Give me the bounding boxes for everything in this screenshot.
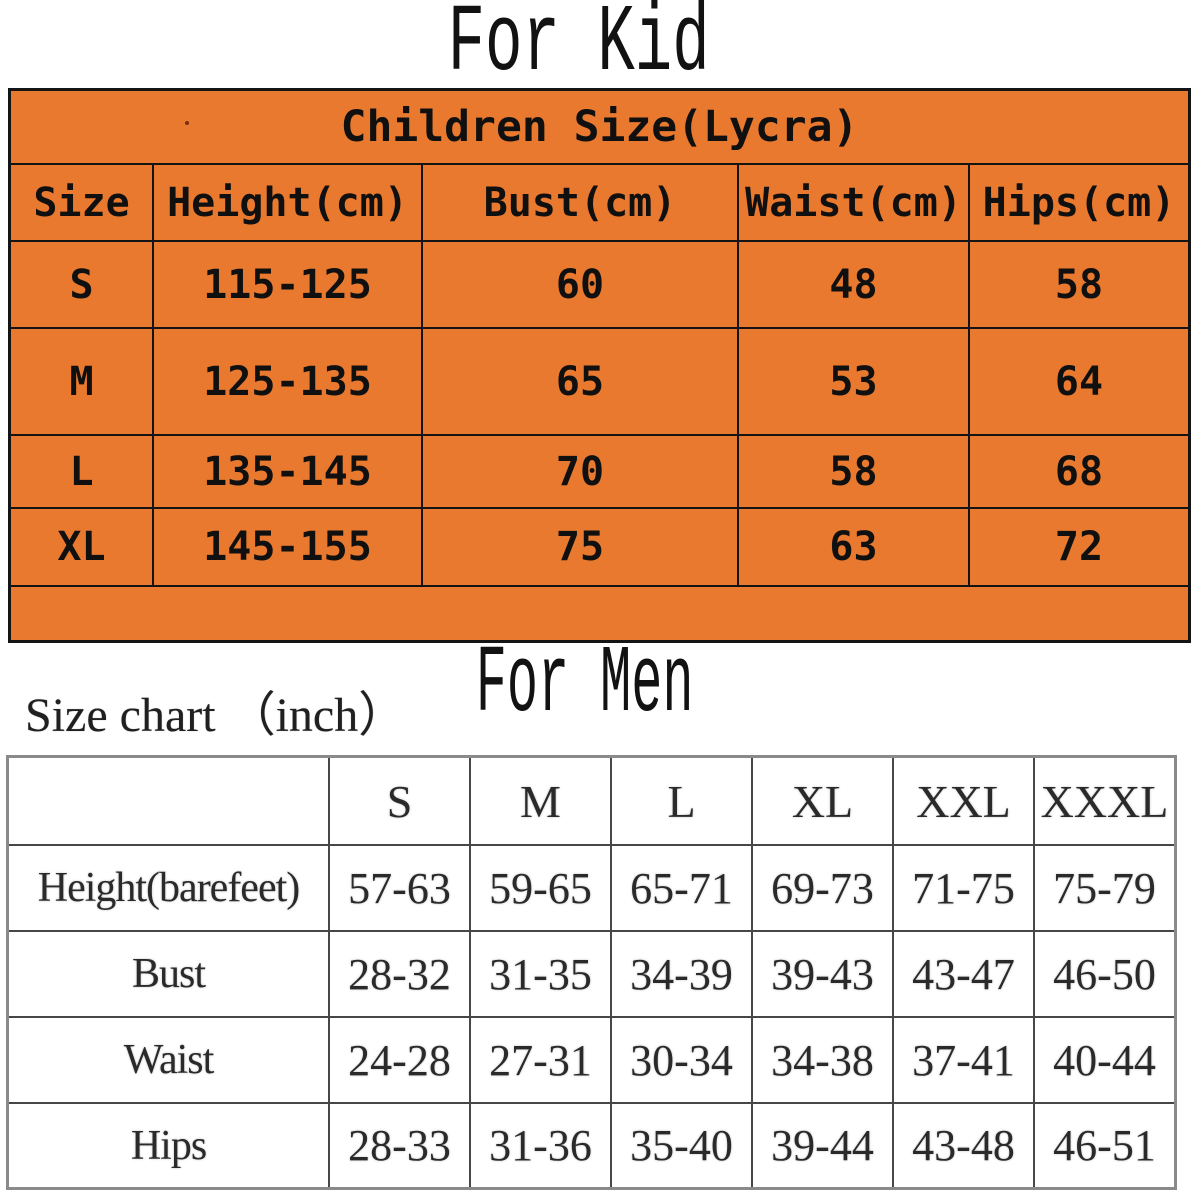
kid-size-table: Children Size(Lycra) Size Height(cm) Bust(c… [8,88,1191,643]
men-section-heading: For Men [0,637,1200,733]
kid-table-header-cell: Bust(cm) [423,165,737,240]
men-table-cell: 75-79 [1035,846,1174,930]
men-table-cell: 37-41 [894,1018,1033,1102]
men-table-cell: 71-75 [894,846,1033,930]
men-table-header-cell: XXXL [1035,758,1174,844]
men-table-cell: 27-31 [471,1018,610,1102]
men-table-cell: 39-43 [753,932,892,1016]
men-table-row-label: Height(barefeet) [9,846,328,930]
men-table-cell: 35-40 [612,1104,751,1187]
men-table-cell: 24-28 [330,1018,469,1102]
kid-table-row-label: M [11,329,152,434]
kid-table-cell: 145-155 [154,509,421,585]
men-table-cell: 34-39 [612,932,751,1016]
kid-section-heading-text: For Kid [447,0,711,98]
kid-table-header-cell: Size [11,165,152,240]
men-table-cell: 30-34 [612,1018,751,1102]
kid-table-header-cell: Height(cm) [154,165,421,240]
men-table-cell: 39-44 [753,1104,892,1187]
men-table-cell: 65-71 [612,846,751,930]
men-table-cell: 43-48 [894,1104,1033,1187]
men-table-cell: 40-44 [1035,1018,1174,1102]
men-table-header-cell: XL [753,758,892,844]
kid-table-cell: 70 [423,436,737,507]
kid-table-header-cell: Hips(cm) [970,165,1188,240]
kid-table-cell: 58 [970,242,1188,327]
men-table-cell: 31-36 [471,1104,610,1187]
men-section-heading-text: For Men [476,630,694,739]
men-table-cell: 57-63 [330,846,469,930]
men-table-cell: 28-32 [330,932,469,1016]
kid-table-cell: 53 [739,329,968,434]
kid-table-cell: 58 [739,436,968,507]
kid-table-cell: 68 [970,436,1188,507]
men-table-cell: 59-65 [471,846,610,930]
kid-table-cell: 64 [970,329,1188,434]
men-size-chart-subtitle: Size chart （inch） [25,689,407,742]
kid-table-cell: 125-135 [154,329,421,434]
men-table-cell: 69-73 [753,846,892,930]
men-size-table: S M L XL XXL XXXL Height(barefeet) 57-63 59-65 65… [6,755,1177,1190]
men-table-corner-cell [9,758,328,844]
kid-table-row-label: L [11,436,152,507]
men-table-header-cell: L [612,758,751,844]
kid-table-cell: 48 [739,242,968,327]
kid-table-title: Children Size(Lycra) [11,91,1188,163]
men-table-cell: 34-38 [753,1018,892,1102]
men-table-header-cell: XXL [894,758,1033,844]
men-table-cell: 43-47 [894,932,1033,1016]
kid-table-row-label: S [11,242,152,327]
men-table-row-label: Hips [9,1104,328,1187]
kid-table-cell: 75 [423,509,737,585]
kid-table-cell: 65 [423,329,737,434]
men-table-header-cell: M [471,758,610,844]
men-table-header-cell: S [330,758,469,844]
kid-table-empty-row [11,587,1188,640]
men-table-cell: 28-33 [330,1104,469,1187]
kid-table-cell: 115-125 [154,242,421,327]
kid-table-cell: 135-145 [154,436,421,507]
kid-section-heading: For Kid [0,0,1200,92]
men-table-cell: 46-51 [1035,1104,1174,1187]
kid-table-cell: 60 [423,242,737,327]
men-table-row-label: Waist [9,1018,328,1102]
men-table-row-label: Bust [9,932,328,1016]
kid-table-cell: 72 [970,509,1188,585]
kid-table-row-label: XL [11,509,152,585]
men-table-cell: 31-35 [471,932,610,1016]
men-table-cell: 46-50 [1035,932,1174,1016]
kid-table-header-cell: Waist(cm) [739,165,968,240]
scan-speck-artifact [185,121,189,125]
kid-table-cell: 63 [739,509,968,585]
